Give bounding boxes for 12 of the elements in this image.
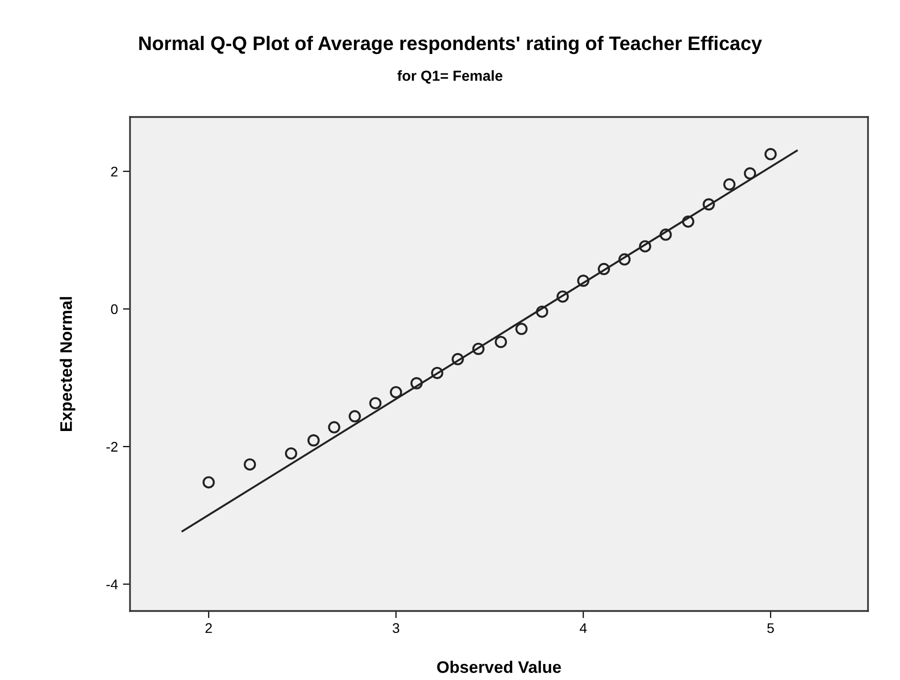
x-tick-label: 4 xyxy=(580,623,587,633)
chart-subtitle: for Q1= Female xyxy=(397,70,502,84)
chart-title: Normal Q-Q Plot of Average respondents' rating of Teacher Efficacy xyxy=(139,36,762,54)
y-tick-label: -4 xyxy=(106,580,118,590)
y-axis-title: Expected Normal xyxy=(60,297,76,431)
y-tick-label: -2 xyxy=(106,442,118,452)
y-tick-label: 0 xyxy=(111,304,118,314)
x-tick-label: 3 xyxy=(392,623,400,634)
y-tick-label: 2 xyxy=(111,166,118,176)
x-tick-label: 5 xyxy=(767,623,774,634)
x-axis-title: Observed Value xyxy=(437,660,561,673)
x-tick-label: 2 xyxy=(206,623,212,633)
